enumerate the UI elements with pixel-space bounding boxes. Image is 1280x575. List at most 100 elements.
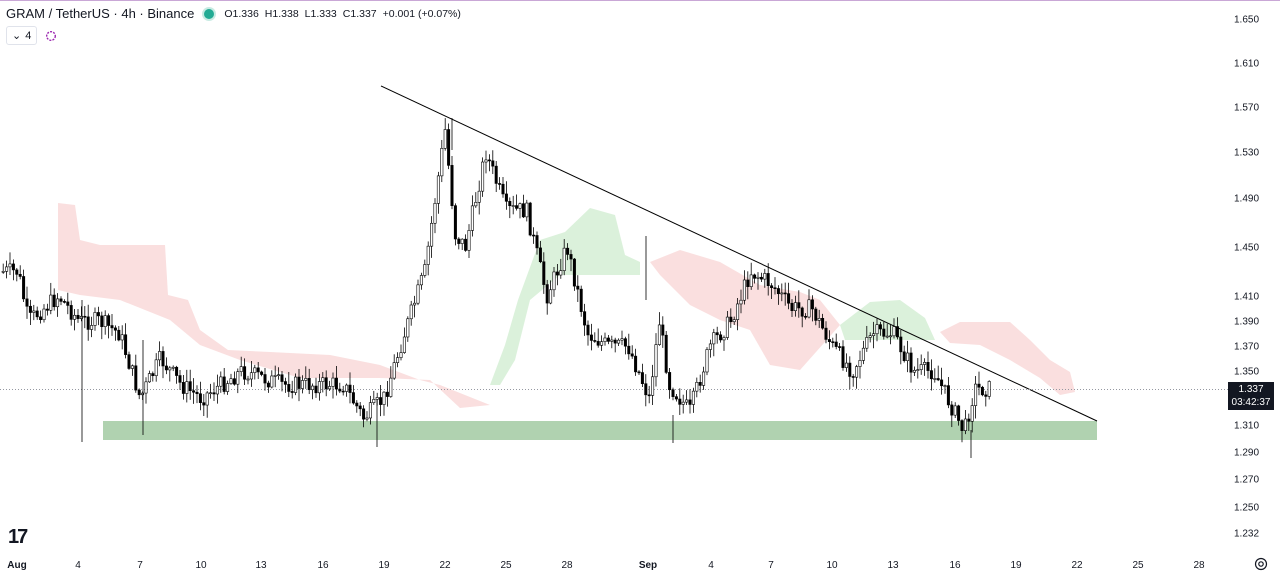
candle-body (892, 326, 896, 337)
candle-body (773, 287, 777, 290)
candle-body (144, 381, 148, 394)
candle-body (797, 302, 801, 309)
ichimoku-loop-icon[interactable] (45, 30, 57, 42)
candle-body (586, 324, 590, 336)
candle-body (243, 366, 247, 380)
candle-body (212, 392, 216, 395)
candle-body (569, 254, 573, 260)
candle-body (389, 377, 393, 397)
candle-body (518, 203, 522, 209)
candle-body (113, 327, 117, 331)
x-tick-label: 25 (1132, 560, 1144, 571)
candle-body (107, 315, 111, 326)
candle-body (232, 378, 236, 385)
candle-body (872, 333, 876, 336)
tradingview-logo[interactable]: 17 (8, 526, 28, 548)
candle-body (192, 390, 196, 393)
candle-body (610, 339, 614, 342)
candle-body (290, 391, 294, 393)
candle-body (661, 324, 665, 336)
candle-body (358, 405, 362, 410)
candle-body (902, 351, 906, 361)
candle-body (372, 399, 376, 403)
candle-body (759, 276, 763, 280)
candle-body (141, 392, 145, 396)
candle-body (188, 381, 192, 391)
candle-body (307, 378, 311, 391)
y-tick-label: 1.270 (1234, 475, 1259, 486)
candle-body (889, 335, 893, 338)
candle-body (899, 336, 903, 353)
candle-body (576, 285, 580, 290)
candle-body (814, 308, 818, 321)
candle-body (984, 394, 988, 397)
candle-body (76, 314, 80, 319)
candle-body (844, 362, 848, 368)
candle-body (654, 344, 658, 378)
candle-body (923, 362, 927, 365)
gear-icon[interactable] (1254, 557, 1268, 571)
candle-body (715, 332, 719, 336)
descending-trendline[interactable] (380, 85, 1098, 422)
candle-body (702, 371, 706, 386)
candle-body (90, 325, 94, 330)
y-tick-label: 1.232 (1234, 529, 1259, 540)
candle-body (396, 357, 400, 363)
candle-body (263, 374, 267, 384)
candle-body (841, 346, 845, 368)
candle-body (593, 340, 597, 342)
symbol-title[interactable]: GRAM / TetherUS · 4h · Binance (6, 6, 195, 21)
top-border (0, 0, 1280, 1)
candle-body (504, 193, 508, 202)
candle-body (260, 371, 264, 375)
x-tick-label: 19 (1010, 560, 1022, 571)
candle-body (331, 377, 335, 387)
x-tick-label: 13 (255, 560, 267, 571)
candle-body (110, 325, 114, 329)
candle-body (885, 335, 889, 338)
candle-body (926, 362, 930, 371)
indicators-toggle-button[interactable]: ⌄ 4 (6, 26, 38, 45)
market-status-icon[interactable] (204, 8, 215, 19)
candle-body (321, 377, 325, 382)
candle-body (855, 366, 859, 378)
candle-body (154, 359, 158, 377)
candle-body (450, 165, 454, 206)
candle-body (783, 292, 787, 295)
candle-body (521, 203, 525, 218)
candle-body (130, 365, 134, 369)
candle-body (368, 402, 372, 419)
candle-body (664, 334, 668, 373)
candle-body (787, 293, 791, 304)
candle-body (314, 385, 318, 394)
candle-body (848, 362, 852, 377)
candle-body (256, 367, 260, 373)
candle-body (838, 346, 842, 348)
candle-body (936, 378, 940, 381)
time-axis[interactable]: Aug 4 7 10 13 16 19 22 25 28 Sep 4 7 10 13 16 19 22 25 28 (7, 560, 1205, 571)
y-tick-label: 1.390 (1234, 317, 1259, 328)
candle-body (732, 319, 736, 323)
candle-body (515, 205, 519, 209)
candle-body (83, 315, 87, 318)
candle-body (365, 417, 369, 420)
candle-body (32, 310, 36, 313)
candle-body (878, 324, 882, 330)
candle-body (175, 366, 179, 376)
candle-body (671, 389, 675, 397)
candle-body (950, 404, 954, 416)
candle-body (39, 316, 43, 321)
candle-body (549, 289, 553, 304)
bar-countdown: 03:42:37 (1231, 397, 1271, 408)
candle-body (161, 351, 165, 367)
candle-body (362, 408, 366, 420)
candle-body (865, 337, 869, 349)
candle-body (919, 364, 923, 370)
price-axis[interactable]: 1.650 1.610 1.570 1.530 1.490 1.450 1.410 1.390… (1234, 15, 1259, 540)
candle-body (147, 373, 151, 383)
candle-body (474, 201, 478, 207)
candle-body (35, 310, 39, 318)
candle-body (351, 392, 355, 404)
candle-body (382, 391, 386, 405)
